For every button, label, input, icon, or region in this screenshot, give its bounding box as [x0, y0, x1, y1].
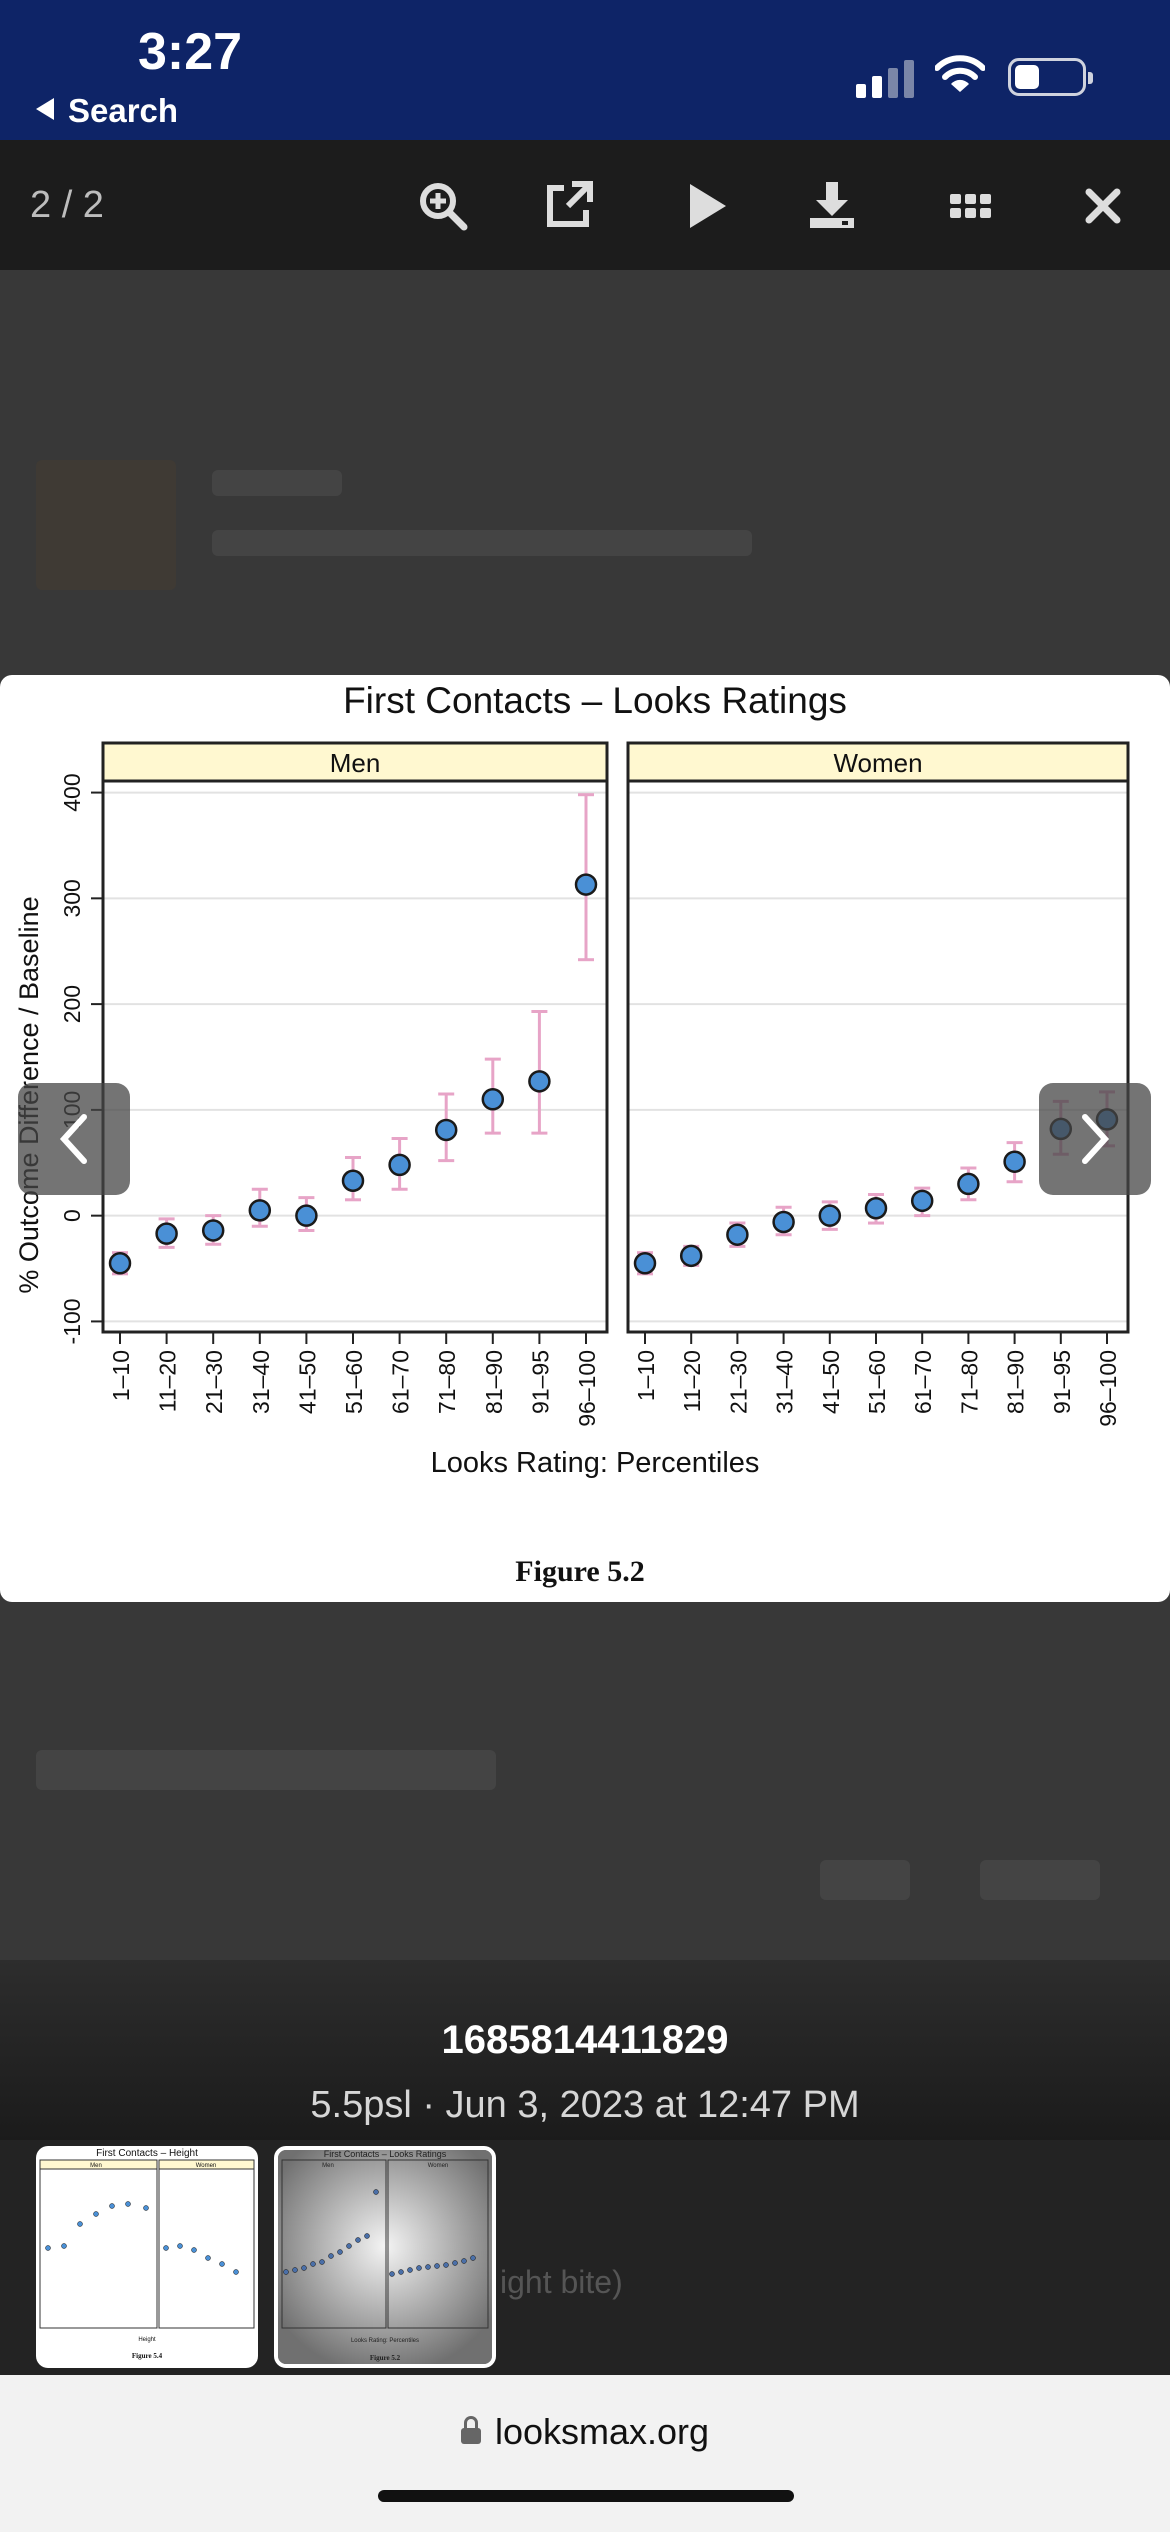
- thumb-2-panel-women: Women: [428, 2163, 449, 2169]
- x-tick-label: 96–100: [574, 1350, 600, 1427]
- chart-title: First Contacts – Looks Ratings: [343, 680, 847, 721]
- data-point: [679, 1244, 703, 1268]
- x-tick-label: 1–10: [633, 1350, 659, 1401]
- thumb-2-title: First Contacts – Looks Ratings: [324, 2150, 447, 2159]
- data-point: [108, 1252, 132, 1275]
- thumb-2-figure: Figure 5.2: [370, 2354, 401, 2362]
- y-tick-label: 300: [59, 879, 85, 917]
- browser-url-bar[interactable]: looksmax.org: [0, 2375, 1170, 2532]
- x-tick-label: 71–80: [956, 1350, 982, 1414]
- data-point: [434, 1118, 458, 1142]
- back-arrow-icon: [36, 98, 54, 120]
- x-tick-label: 71–80: [434, 1350, 460, 1414]
- panel-strip: [626, 741, 1130, 783]
- x-tick-label: 81–90: [481, 1350, 507, 1414]
- x-axis-label: Looks Rating: Percentiles: [431, 1447, 760, 1479]
- data-point: [633, 1252, 657, 1275]
- data-point: [864, 1197, 888, 1220]
- panel-frame: [626, 741, 1130, 1334]
- data-point: [772, 1210, 795, 1234]
- chevron-right-icon: [1082, 1114, 1110, 1164]
- x-tick-label: 61–70: [388, 1350, 414, 1414]
- next-image-button[interactable]: [1039, 1083, 1151, 1195]
- thumb-1-panel-women: Women: [196, 2163, 217, 2169]
- home-indicator[interactable]: [378, 2490, 794, 2502]
- data-point: [910, 1189, 934, 1213]
- viewer-toolbar: 2 / 2: [0, 140, 1170, 270]
- x-tick-label: 1–10: [108, 1350, 134, 1401]
- y-tick-label: -100: [59, 1298, 85, 1344]
- x-tick-label: 21–30: [201, 1350, 227, 1414]
- panel-label-women: Women: [833, 748, 922, 778]
- x-tick-label: 21–30: [725, 1350, 751, 1414]
- x-tick-label: 51–60: [864, 1350, 890, 1414]
- caption-subtitle: 5.5psl · Jun 3, 2023 at 12:47 PM: [310, 2084, 860, 2126]
- data-point: [818, 1204, 842, 1227]
- status-time: 3:27: [138, 23, 243, 81]
- image-counter: 2 / 2: [30, 184, 104, 226]
- thumb-1-title: First Contacts – Height: [96, 2148, 198, 2159]
- x-tick-label: 31–40: [772, 1350, 798, 1414]
- open-external-icon[interactable]: [538, 176, 598, 236]
- data-point: [388, 1153, 411, 1177]
- wifi-icon: [935, 55, 985, 92]
- thumb-1-figure: Figure 5.4: [132, 2352, 163, 2360]
- x-tick-label: 61–70: [910, 1350, 936, 1414]
- thumb-2-xlabel: Looks Rating: Percentiles: [351, 2338, 419, 2344]
- data-point: [155, 1222, 178, 1245]
- chevron-left-icon: [59, 1114, 87, 1164]
- data-point: [1003, 1150, 1026, 1173]
- x-tick-label: 41–50: [818, 1350, 844, 1414]
- url-text: looksmax.org: [494, 2411, 710, 2452]
- data-point: [341, 1169, 365, 1192]
- y-tick-label: 0: [59, 1209, 85, 1222]
- data-point: [957, 1172, 980, 1196]
- back-label: Search: [68, 92, 179, 129]
- zoom-in-icon[interactable]: [413, 176, 473, 236]
- data-point: [201, 1219, 225, 1242]
- panel-strip: [101, 741, 609, 783]
- download-icon[interactable]: [802, 176, 862, 236]
- y-tick-label: 400: [59, 773, 85, 811]
- x-tick-label: 81–90: [1003, 1350, 1029, 1414]
- panel-frame: [101, 741, 609, 1334]
- x-tick-label: 51–60: [341, 1350, 367, 1414]
- image-caption: 1685814411829 5.5psl · Jun 3, 2023 at 12…: [0, 1960, 1170, 2140]
- x-tick-label: 41–50: [294, 1350, 320, 1414]
- play-icon[interactable]: [676, 176, 736, 236]
- caption-title: 1685814411829: [441, 2018, 729, 2062]
- close-icon[interactable]: [1073, 176, 1133, 236]
- looks-rating-chart: First Contacts – Looks Ratings Men 1–10 11–…: [14, 680, 1130, 1588]
- cellular-signal-icon: [856, 58, 916, 98]
- data-point: [528, 1070, 551, 1093]
- grid-icon[interactable]: [940, 176, 1000, 236]
- data-point: [248, 1199, 272, 1222]
- x-tick-label: 91–95: [1049, 1350, 1075, 1414]
- data-point: [726, 1223, 749, 1246]
- figure-caption: Figure 5.2: [515, 1555, 644, 1588]
- background-text-fragment: ight bite): [500, 2264, 623, 2300]
- x-tick-label: 11–20: [155, 1350, 181, 1412]
- thumbnail-2-selected[interactable]: First Contacts – Looks Ratings Men Women…: [274, 2146, 496, 2368]
- thumb-1-panel-men: Men: [90, 2163, 102, 2169]
- x-tick-label: 11–20: [679, 1350, 705, 1412]
- thumbnail-1[interactable]: First Contacts – Height Men Women Height…: [36, 2146, 258, 2368]
- image-preview[interactable]: First Contacts – Looks Ratings Men 1–10 11–…: [0, 675, 1170, 1602]
- battery-icon: [1008, 58, 1093, 96]
- previous-image-button[interactable]: [18, 1083, 130, 1195]
- data-point: [295, 1204, 318, 1227]
- x-tick-label: 91–95: [527, 1350, 553, 1414]
- url-display[interactable]: looksmax.org: [0, 2411, 1170, 2453]
- panel-label-men: Men: [330, 748, 381, 778]
- data-point: [481, 1088, 505, 1111]
- lock-icon: [460, 2416, 481, 2444]
- thumb-2-panel-men: Men: [322, 2163, 334, 2169]
- back-to-search-link[interactable]: Search: [36, 92, 178, 130]
- x-tick-label: 31–40: [248, 1350, 274, 1414]
- status-bar: 3:27 Search: [0, 0, 1170, 140]
- y-tick-label: 200: [59, 985, 85, 1023]
- thumb-1-xlabel: Height: [138, 2337, 156, 2343]
- x-tick-label: 96–100: [1095, 1350, 1121, 1427]
- data-point: [574, 873, 598, 896]
